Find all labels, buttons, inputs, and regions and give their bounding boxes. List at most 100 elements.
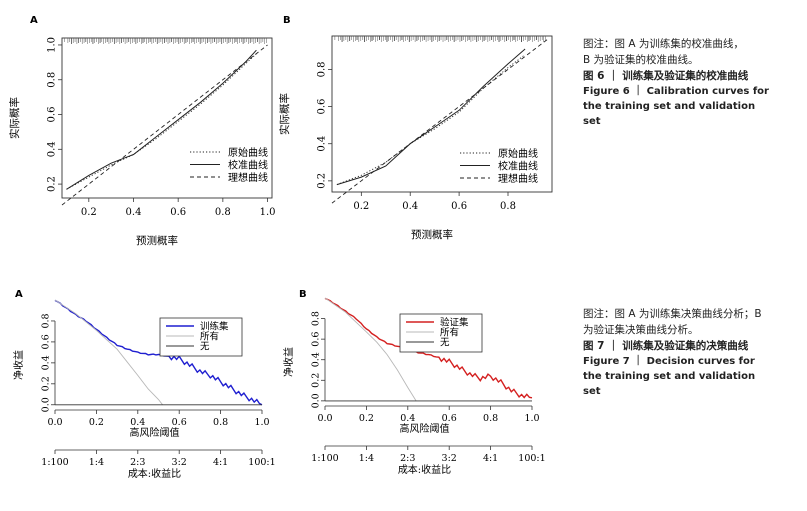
x2-tick-label: 1:100 xyxy=(41,457,68,468)
legend-box xyxy=(399,313,483,353)
x2-tick-label: 2:3 xyxy=(130,457,145,468)
series-line-2 xyxy=(324,297,417,402)
legend-label: 训练集 xyxy=(200,321,229,333)
y-tick-label: 0.2 xyxy=(317,173,328,189)
x-tick-label: 0.6 xyxy=(170,207,186,218)
x-axis-label: 高风险阈值 xyxy=(130,426,180,439)
y-tick-label: 0.2 xyxy=(311,373,322,388)
series-line-3 xyxy=(61,44,268,206)
x2-tick-label: 1:4 xyxy=(89,457,104,468)
series-line-2 xyxy=(66,49,257,190)
x2-tick-label: 2:3 xyxy=(400,453,415,464)
x-tick-label: 0.8 xyxy=(483,413,498,424)
legend-label: 原始曲线 xyxy=(498,147,538,160)
legend-label: 无 xyxy=(440,338,450,349)
y-tick-label: 0.4 xyxy=(47,141,58,157)
x-tick-label: 0.0 xyxy=(317,413,332,424)
x-tick-label: 0.2 xyxy=(89,417,104,428)
legend-label: 校准曲线 xyxy=(498,160,538,173)
figure6-caption: 图注：图 A 为训练集的校准曲线， B 为验证集的校准曲线。 图 6 ｜ 训练集… xyxy=(583,36,775,129)
x-tick-label: 0.4 xyxy=(126,207,142,218)
plot-frame xyxy=(331,35,553,193)
figure7-caption: 图注：图 A 为训练集决策曲线分析；B 为验证集决策曲线分析。 图 7 ｜ 训练… xyxy=(583,306,775,399)
x2-tick-label: 1:100 xyxy=(311,453,338,464)
series-line-2 xyxy=(336,48,526,186)
y-tick-label: 0.6 xyxy=(41,334,52,349)
x-tick-label: 1.0 xyxy=(524,413,539,424)
x-tick-label: 0.8 xyxy=(500,201,516,212)
panel-letter: A xyxy=(30,15,38,26)
x-tick-label: 0.6 xyxy=(451,201,467,212)
legend-label: 校准曲线 xyxy=(228,159,268,172)
x-tick-label: 1.0 xyxy=(260,207,276,218)
y-tick-label: 0.8 xyxy=(317,61,328,77)
x-tick-label: 0.4 xyxy=(400,413,415,424)
legend-label: 原始曲线 xyxy=(228,146,268,159)
legend-label: 验证集 xyxy=(440,317,469,329)
y-tick-label: 0.8 xyxy=(47,72,58,88)
x2-tick-label: 100:1 xyxy=(248,457,275,468)
x2-tick-label: 100:1 xyxy=(518,453,545,464)
x-tick-label: 0.4 xyxy=(402,201,418,212)
y-tick-label: 0.6 xyxy=(317,99,328,115)
x-tick-label: 0.8 xyxy=(215,207,231,218)
y-axis-label: 净收益 xyxy=(282,347,295,377)
x-tick-label: 0.8 xyxy=(213,417,228,428)
y-tick-label: 0.6 xyxy=(311,332,322,347)
x-tick-label: 0.2 xyxy=(81,207,97,218)
x2-tick-label: 3:2 xyxy=(172,457,187,468)
y-tick-label: 0.8 xyxy=(311,311,322,326)
legend-label: 所有 xyxy=(200,331,219,343)
plot-frame xyxy=(61,37,273,199)
legend-box xyxy=(159,317,243,357)
x-axis-label: 高风险阈值 xyxy=(400,422,450,435)
y-tick-label: 0.6 xyxy=(47,107,58,123)
y-tick-label: 0.4 xyxy=(311,352,322,367)
series-line-2 xyxy=(54,299,163,406)
x-tick-label: 0.4 xyxy=(130,417,145,428)
y-tick-label: 0.8 xyxy=(41,313,52,328)
figure7-title-zh: 图 7 ｜ 训练集及验证集的决策曲线 xyxy=(583,340,749,352)
y-axis-label: 净收益 xyxy=(12,350,25,380)
figure6-title-zh: 图 6 ｜ 训练集及验证集的校准曲线 xyxy=(583,70,749,82)
x2-tick-label: 3:2 xyxy=(442,453,457,464)
series-line-1 xyxy=(336,54,526,186)
y-axis-label: 实际概率 xyxy=(8,97,21,139)
x2-tick-label: 1:4 xyxy=(359,453,374,464)
x2-axis-label: 成本:收益比 xyxy=(128,467,181,480)
x2-tick-label: 4:1 xyxy=(213,457,228,468)
y-tick-label: 0.2 xyxy=(47,176,58,192)
series-line-1 xyxy=(324,297,533,399)
series-line-1 xyxy=(54,299,263,406)
legend-label: 理想曲线 xyxy=(498,172,538,185)
y-tick-label: 0.4 xyxy=(41,355,52,370)
figure7-note: 图注：图 A 为训练集决策曲线分析；B 为验证集决策曲线分析。 xyxy=(583,308,762,336)
y-tick-label: 1.0 xyxy=(47,37,58,53)
x-tick-label: 0.2 xyxy=(353,201,369,212)
y-tick-label: 0.0 xyxy=(41,397,52,412)
figure7-title-en: Figure 7 ｜ Decision curves for the train… xyxy=(583,356,756,397)
panel-letter: A xyxy=(15,289,23,300)
panel-letter: B xyxy=(299,289,307,300)
legend-label: 所有 xyxy=(440,327,459,339)
y-tick-label: 0.4 xyxy=(317,136,328,152)
figure6-note-line2: B 为验证集的校准曲线。 xyxy=(583,54,699,66)
x-tick-label: 1.0 xyxy=(254,417,269,428)
y-tick-label: 0.2 xyxy=(41,376,52,391)
x-axis-label: 预测概率 xyxy=(136,234,178,247)
legend-label: 无 xyxy=(200,342,210,353)
legend-label: 理想曲线 xyxy=(228,171,268,184)
y-tick-label: 0.0 xyxy=(311,393,322,408)
series-line-3 xyxy=(331,39,548,204)
x-tick-label: 0.2 xyxy=(359,413,374,424)
x2-axis-label: 成本:收益比 xyxy=(398,463,451,476)
x-axis-label: 预测概率 xyxy=(411,228,453,241)
y-axis-label: 实际概率 xyxy=(278,93,291,135)
figure6-note-line1: 图注：图 A 为训练集的校准曲线， xyxy=(583,38,744,50)
x-tick-label: 0.0 xyxy=(47,417,62,428)
x-tick-label: 0.6 xyxy=(442,413,457,424)
x-tick-label: 0.6 xyxy=(172,417,187,428)
x2-tick-label: 4:1 xyxy=(483,453,498,464)
figure6-title-en: Figure 6 ｜ Calibration curves for the tr… xyxy=(583,86,769,127)
